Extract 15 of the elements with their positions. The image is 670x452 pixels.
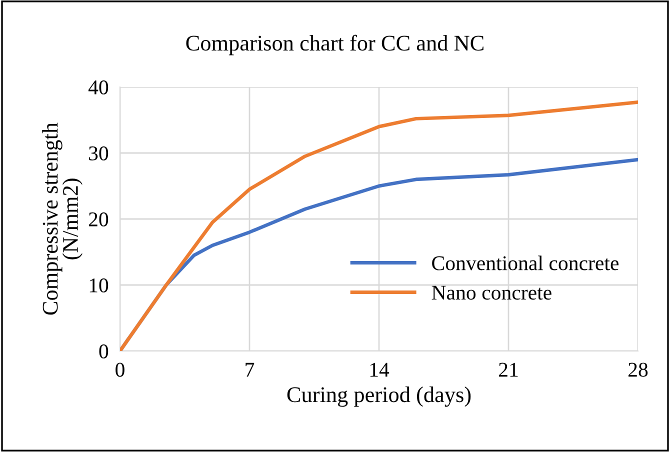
legend-label: Conventional concrete bbox=[432, 256, 619, 270]
y-tick-label: 0 bbox=[99, 344, 108, 358]
x-tick-label: 21 bbox=[499, 362, 518, 377]
x-axis-title: Curing period (days) bbox=[287, 386, 471, 407]
chart-title: Comparison chart for CC and NC bbox=[186, 34, 484, 56]
y-tick-label: 10 bbox=[90, 278, 108, 292]
x-tick-label: 28 bbox=[628, 362, 648, 377]
y-axis-title: Compressive strength (N/mm2) bbox=[42, 122, 82, 315]
x-tick-label: 14 bbox=[370, 362, 390, 377]
y-tick-label: 30 bbox=[89, 146, 108, 160]
legend-label: Nano concrete bbox=[432, 286, 552, 300]
x-tick-label: 0 bbox=[116, 362, 124, 377]
x-tick-label: 7 bbox=[246, 362, 254, 377]
y-tick-label: 40 bbox=[88, 80, 108, 94]
y-tick-label: 20 bbox=[88, 212, 108, 226]
